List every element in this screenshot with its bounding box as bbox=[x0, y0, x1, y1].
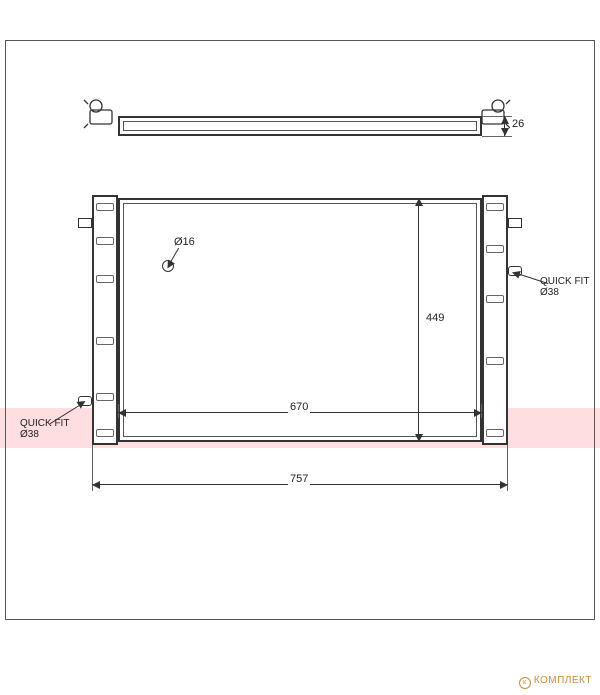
ext-line bbox=[482, 136, 512, 137]
left-tank-bracket bbox=[78, 218, 92, 228]
dim-overall-width-label: 757 bbox=[288, 473, 310, 485]
callout-qf-right-l1: QUICK FIT bbox=[540, 276, 589, 287]
left-tank bbox=[92, 195, 118, 445]
right-tank bbox=[482, 195, 508, 445]
drawing-page: Nissens 26 bbox=[0, 0, 600, 695]
brand-icon: к bbox=[519, 677, 531, 689]
top-bracket-left bbox=[82, 96, 116, 130]
callout-qf-right-l2: Ø38 bbox=[540, 287, 589, 298]
dim-core-height bbox=[418, 198, 419, 442]
footer-brand-text: КОМПЛЕКТ bbox=[534, 675, 592, 686]
dim-top-thickness-label: 26 bbox=[510, 118, 526, 130]
callout-qf-left-l2: Ø38 bbox=[20, 429, 69, 440]
dim-top-thickness bbox=[504, 116, 505, 136]
footer-brand: кКОМПЛЕКТ bbox=[519, 675, 592, 689]
callout-qf-right: QUICK FIT Ø38 bbox=[540, 276, 589, 298]
port-small-label: Ø16 bbox=[172, 236, 197, 248]
callout-qf-left: QUICK FIT Ø38 bbox=[20, 418, 69, 440]
dim-core-height-label: 449 bbox=[424, 312, 446, 324]
callout-qf-left-l1: QUICK FIT bbox=[20, 418, 69, 429]
right-tank-bracket bbox=[508, 218, 522, 228]
top-view-bar bbox=[118, 116, 482, 136]
dim-core-width-label: 670 bbox=[288, 401, 310, 413]
top-bracket-right bbox=[478, 96, 512, 130]
